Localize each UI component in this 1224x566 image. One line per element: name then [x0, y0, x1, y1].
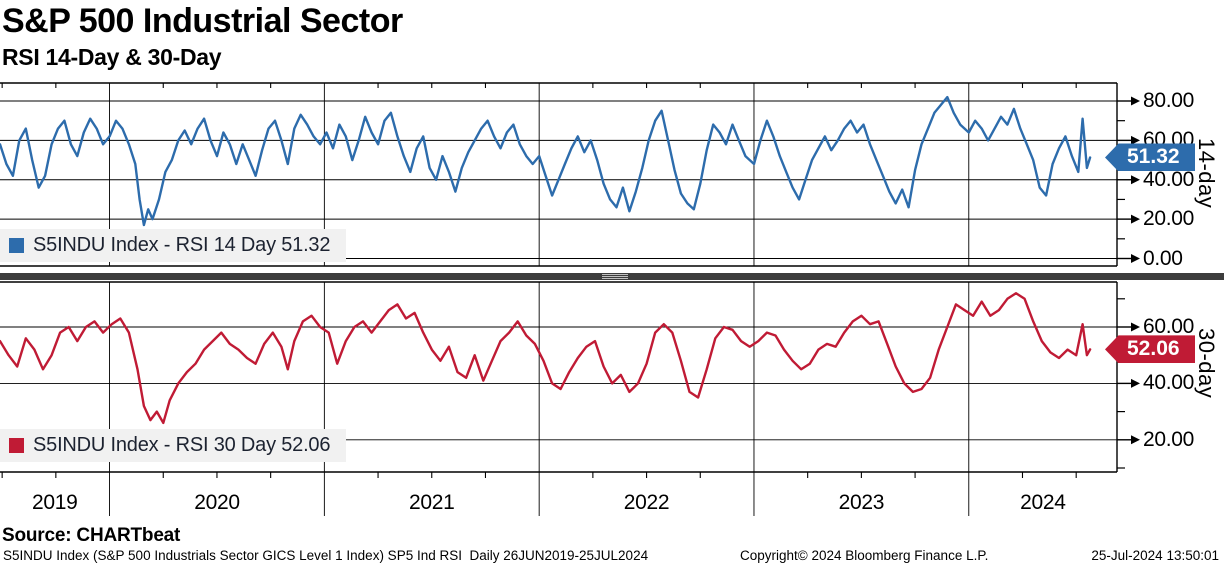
axis-label-14-day: 14-day: [1194, 138, 1219, 209]
legend-rsi14[interactable]: S5INDU Index - RSI 14 Day 51.32: [0, 229, 346, 262]
y-tick-label: 40.00: [1143, 371, 1195, 395]
last-value-tag-rsi30: 52.06: [1105, 335, 1195, 364]
last-value-tag-rsi14: 51.32: [1105, 143, 1195, 172]
year-label: 2023: [838, 491, 885, 514]
y-tick-label: 40.00: [1143, 167, 1195, 191]
year-label: 2019: [32, 491, 78, 514]
separator-grip-icon: [602, 274, 628, 279]
y-tick-label: 20.00: [1143, 207, 1195, 231]
panel-separator[interactable]: [0, 273, 1224, 280]
footer-copyright: Copyright© 2024 Bloomberg Finance L.P.: [740, 548, 989, 563]
year-label: 2020: [194, 491, 240, 514]
y-tick-label: 60.00: [1143, 315, 1195, 338]
axis-label-30-day: 30-day: [1194, 328, 1219, 399]
legend-marker-icon: [9, 438, 24, 453]
y-tick-label: 20.00: [1143, 427, 1195, 451]
y-tick-label: 80.00: [1143, 89, 1195, 112]
year-label: 2024: [1020, 491, 1066, 514]
page-title: S&P 500 Industrial Sector: [2, 2, 403, 40]
y-tick-label: 0.00: [1143, 246, 1183, 270]
year-label: 2021: [408, 491, 455, 514]
legend-marker-icon: [9, 238, 24, 253]
footer-datetime: 25-Jul-2024 13:50:01: [1091, 548, 1219, 563]
source-label: Source: CHARTbeat: [2, 525, 181, 546]
legend-rsi30[interactable]: S5INDU Index - RSI 30 Day 52.06: [0, 429, 346, 462]
year-label: 2022: [623, 491, 670, 514]
legend-label: S5INDU Index - RSI 14 Day 51.32: [33, 234, 331, 256]
footer-description: S5INDU Index (S&P 500 Industrials Sector…: [3, 548, 649, 563]
legend-label: S5INDU Index - RSI 30 Day 52.06: [33, 434, 331, 456]
page-subtitle: RSI 14-Day & 30-Day: [2, 44, 222, 70]
